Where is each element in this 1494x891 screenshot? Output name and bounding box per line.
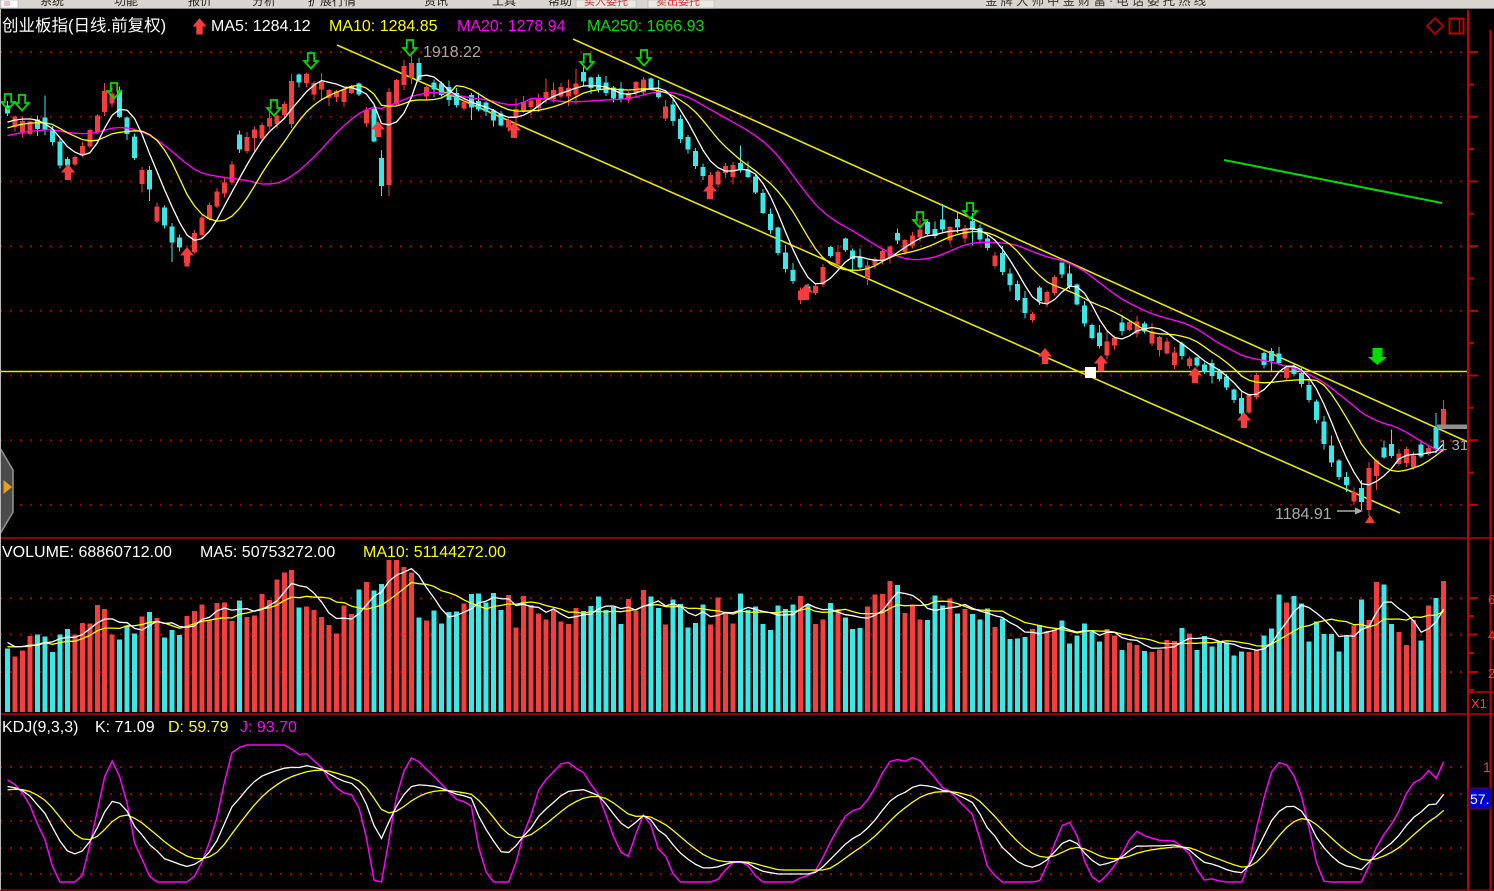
svg-text:X1: X1 <box>1471 696 1487 711</box>
svg-text:4: 4 <box>1488 628 1494 643</box>
svg-text:报价: 报价 <box>188 0 212 8</box>
svg-text:资讯: 资讯 <box>424 0 448 8</box>
svg-text:1 31: 1 31 <box>1439 437 1468 454</box>
svg-text:J: 93.70: J: 93.70 <box>240 719 297 736</box>
svg-text:MA10: 1284.85: MA10: 1284.85 <box>329 18 438 35</box>
svg-text:MA5: 50753272.00: MA5: 50753272.00 <box>200 544 335 561</box>
svg-text:分析: 分析 <box>252 0 276 8</box>
svg-text:工具: 工具 <box>492 0 516 8</box>
svg-text:MA250: 1666.93: MA250: 1666.93 <box>587 18 705 35</box>
svg-text:K: 71.09: K: 71.09 <box>95 719 155 736</box>
svg-text:创业板指(日线.前复权): 创业板指(日线.前复权) <box>2 16 166 35</box>
svg-text:1184.91: 1184.91 <box>1275 506 1332 523</box>
svg-text:系统: 系统 <box>40 0 64 8</box>
svg-text:1: 1 <box>1483 759 1491 775</box>
svg-text:6: 6 <box>1488 592 1494 607</box>
svg-text:帮助: 帮助 <box>548 0 572 8</box>
svg-text:MA5: 1284.12: MA5: 1284.12 <box>211 18 311 35</box>
svg-text:KDJ(9,3,3): KDJ(9,3,3) <box>2 719 78 736</box>
svg-text:功能: 功能 <box>114 0 138 8</box>
svg-text:金牌大师中金财富·电话委托热线: 金牌大师中金财富·电话委托热线 <box>985 0 1209 8</box>
svg-text:57.: 57. <box>1470 791 1489 807</box>
svg-text:卖出委托: 卖出委托 <box>656 0 700 8</box>
svg-text:VOLUME: 68860712.00: VOLUME: 68860712.00 <box>2 544 172 561</box>
svg-text:MA10: 51144272.00: MA10: 51144272.00 <box>363 544 506 561</box>
svg-text:2: 2 <box>1488 666 1494 681</box>
svg-text:1918.22: 1918.22 <box>423 44 481 61</box>
svg-text:买入委托: 买入委托 <box>584 0 628 8</box>
svg-text:D: 59.79: D: 59.79 <box>168 719 229 736</box>
svg-text:MA20: 1278.94: MA20: 1278.94 <box>457 18 566 35</box>
svg-text:扩展行情: 扩展行情 <box>308 0 356 8</box>
